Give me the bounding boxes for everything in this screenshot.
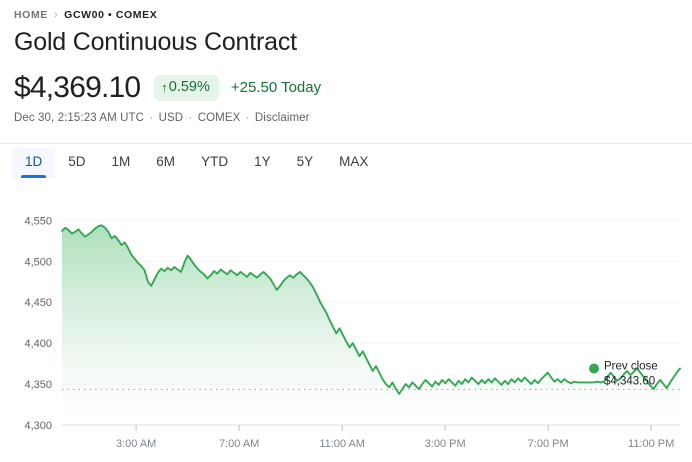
arrow-up-icon: ↑ [161, 79, 168, 95]
x-axis-tick-label: 11:00 AM [319, 438, 365, 450]
tab-1m[interactable]: 1M [111, 154, 131, 169]
y-axis-tick-label: 4,400 [24, 338, 52, 350]
tab-5d[interactable]: 5D [68, 154, 86, 169]
x-axis-tick-label: 11:00 PM [628, 438, 674, 450]
x-axis-tick-label: 7:00 AM [219, 438, 259, 450]
chart-y-axis-labels: 4,550 4,500 4,450 4,400 4,350 4,300 [24, 215, 52, 432]
tab-max[interactable]: MAX [339, 154, 369, 169]
quote-summary: $4,369.10 ↑ 0.59% +25.50 Today [14, 70, 692, 104]
change-today-value: +25.50 Today [230, 79, 322, 97]
breadcrumb-current: GCW00 • COMEX [64, 9, 158, 21]
page-title: Gold Continuous Contract [14, 28, 297, 56]
tab-5y[interactable]: 5Y [296, 154, 314, 169]
range-tabs: 1D 5D 1M 6M YTD 1Y 5Y MAX [12, 148, 381, 178]
prev-close-value: $4,343.60 [604, 376, 655, 388]
y-axis-tick-label: 4,450 [24, 297, 52, 309]
meta-separator-1: · [149, 111, 154, 124]
y-axis-tick-label: 4,300 [24, 420, 52, 432]
chart-area-fill [62, 225, 680, 425]
y-axis-tick-label: 4,350 [24, 379, 52, 391]
chart-x-axis-labels: 3:00 AM 7:00 AM 11:00 AM 3:00 PM 7:00 PM 11:0… [116, 438, 674, 450]
breadcrumb: HOME › GCW00 • COMEX [0, 0, 692, 21]
y-axis-tick-label: 4,500 [24, 256, 52, 268]
quote-currency: USD [158, 111, 184, 124]
x-axis-tick-label: 3:00 AM [116, 438, 156, 450]
chart-x-axis-ticks [135, 425, 652, 431]
price-chart-svg[interactable]: 4,550 4,500 4,450 4,400 4,350 4,300 3:00 AM 7:… [0, 186, 692, 462]
x-axis-tick-label: 3:00 PM [425, 438, 466, 450]
tab-ytd[interactable]: YTD [201, 154, 229, 169]
meta-separator-3: · [245, 111, 250, 124]
meta-separator-2: · [188, 111, 193, 124]
tab-6m[interactable]: 6M [156, 154, 176, 169]
chart-endpoint-dot [589, 363, 599, 374]
current-price: $4,369.10 [14, 70, 141, 104]
x-axis-tick-label: 7:00 PM [528, 438, 569, 450]
change-percent-badge: ↑ 0.59% [154, 75, 219, 101]
y-axis-tick-label: 4,550 [24, 215, 52, 227]
quote-timestamp: Dec 30, 2:15:23 AM UTC [14, 111, 145, 124]
tab-1d[interactable]: 1D [12, 148, 56, 178]
chart-series-line [61, 224, 681, 395]
quote-meta: Dec 30, 2:15:23 AM UTC · USD · COMEX · D… [14, 112, 692, 124]
tab-1y[interactable]: 1Y [254, 154, 271, 169]
tabs-divider [0, 143, 692, 144]
change-percent-value: 0.59% [168, 79, 210, 95]
disclaimer-link[interactable]: Disclaimer [254, 111, 310, 124]
price-chart[interactable]: 4,550 4,500 4,450 4,400 4,350 4,300 3:00 AM 7:… [0, 186, 692, 462]
prev-close-label: Prev close [604, 361, 658, 373]
quote-exchange: COMEX [197, 111, 241, 124]
chevron-right-icon: › [54, 9, 58, 21]
breadcrumb-home-link[interactable]: HOME [14, 9, 48, 21]
